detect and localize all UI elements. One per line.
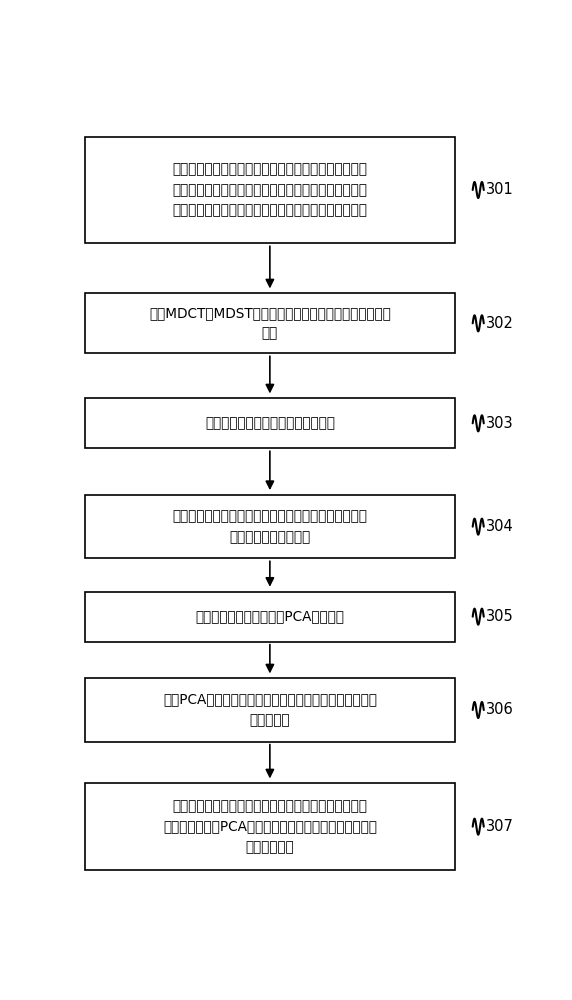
Text: 304: 304 (486, 519, 514, 534)
Bar (85, 783, 455, 870)
Bar (85, 678, 455, 742)
Text: 计算第一多声道声音信号的第三统计特性，根据第三统
计特性，将第一多声道声音信号划分为多个分组声音信
号，对声道分组信息进行编码并复用到编码多声道码流: 计算第一多声道声音信号的第三统计特性，根据第三统 计特性，将第一多声道声音信号划… (172, 162, 367, 218)
Text: 在不同时频子带中的每个时频子带内，计算每个分组声
音信号的第一统计特性: 在不同时频子带中的每个时频子带内，计算每个分组声 音信号的第一统计特性 (172, 509, 367, 544)
Bar (85, 137, 455, 243)
Bar (85, 398, 455, 448)
Text: 根据时间、频率和声道的不同，对第二多声道声音信号
中的至少一组和PCA映射模型进行感知编码，并复用成编
码多声道码流: 根据时间、频率和声道的不同，对第二多声道声音信号 中的至少一组和PCA映射模型进… (163, 799, 377, 854)
Text: 采用PCA映射模型，将每个分组声音信号映射为第二多声
道声音信号: 采用PCA映射模型，将每个分组声音信号映射为第二多声 道声音信号 (163, 693, 377, 727)
Bar (85, 495, 455, 558)
Text: 303: 303 (486, 416, 514, 431)
Text: 采用MDCT或MDST，将每个分组声音信号映射为第一频域
信号: 采用MDCT或MDST，将每个分组声音信号映射为第一频域 信号 (149, 306, 391, 341)
Text: 305: 305 (486, 609, 514, 624)
Bar (85, 592, 455, 642)
Text: 根据第一统计特性，估计PCA映射模型: 根据第一统计特性，估计PCA映射模型 (196, 610, 344, 624)
Text: 306: 306 (486, 702, 514, 718)
Text: 302: 302 (486, 316, 514, 331)
Text: 307: 307 (486, 819, 514, 834)
Text: 301: 301 (486, 182, 514, 198)
Text: 将第一频域信号划分为不同时频子带: 将第一频域信号划分为不同时频子带 (205, 416, 335, 430)
Bar (85, 293, 455, 353)
